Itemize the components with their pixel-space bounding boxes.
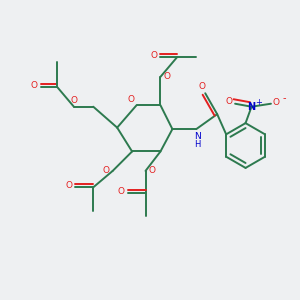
Text: O: O (70, 96, 77, 105)
Text: O: O (103, 167, 110, 176)
Text: O: O (148, 167, 156, 176)
Text: O: O (31, 81, 38, 90)
Text: -: - (283, 93, 286, 103)
Text: O: O (199, 82, 206, 91)
Text: O: O (150, 51, 158, 60)
Text: H: H (195, 140, 201, 149)
Text: O: O (225, 98, 232, 106)
Text: O: O (118, 187, 124, 196)
Text: O: O (65, 181, 72, 190)
Text: N: N (194, 132, 201, 141)
Text: O: O (128, 95, 135, 104)
Text: +: + (255, 98, 262, 107)
Text: O: O (164, 72, 170, 81)
Text: O: O (273, 98, 280, 107)
Text: N: N (248, 102, 256, 112)
